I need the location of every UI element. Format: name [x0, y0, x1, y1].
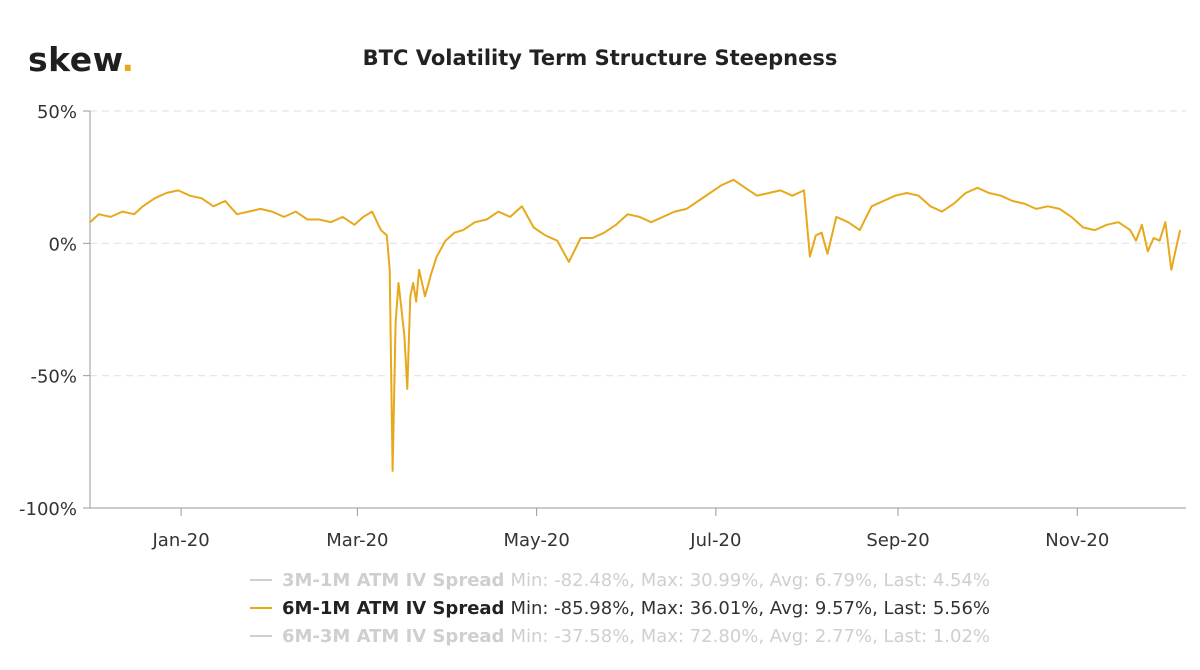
- legend-series-stats: Min: -37.58%, Max: 72.80%, Avg: 2.77%, L…: [510, 625, 991, 647]
- series-group: [89, 178, 1182, 472]
- x-tick-label: Nov-20: [1045, 530, 1109, 551]
- legend-item-6m-3m[interactable]: 6M-3M ATM IV Spread Min: -37.58%, Max: 7…: [0, 622, 1200, 650]
- series-line-6m-1m: [89, 178, 1182, 472]
- legend-swatch: [249, 579, 272, 581]
- y-axis: 50% 0% -50% -100%: [19, 102, 91, 520]
- legend-series-name: 6M-1M ATM IV Spread: [281, 597, 505, 619]
- x-tick-label: Jan-20: [152, 530, 210, 551]
- legend-swatch: [249, 635, 272, 637]
- legend: 3M-1M ATM IV Spread Min: -82.48%, Max: 3…: [0, 566, 1200, 650]
- x-tick-label: Sep-20: [866, 530, 929, 551]
- y-tick-label: 50%: [37, 102, 77, 123]
- x-axis: Jan-20 Mar-20 May-20 Jul-20 Sep-20 Nov-20: [90, 507, 1186, 551]
- x-tick-label: Jul-20: [689, 530, 741, 551]
- y-tick-label: 0%: [48, 234, 77, 255]
- x-tick-label: Mar-20: [326, 530, 388, 551]
- legend-series-name: 3M-1M ATM IV Spread: [281, 569, 505, 591]
- y-tick-label: -100%: [19, 499, 77, 520]
- legend-series-stats: Min: -82.48%, Max: 30.99%, Avg: 6.79%, L…: [510, 569, 991, 591]
- legend-item-3m-1m[interactable]: 3M-1M ATM IV Spread Min: -82.48%, Max: 3…: [0, 566, 1200, 594]
- grid-lines: [90, 110, 1186, 377]
- legend-series-name: 6M-3M ATM IV Spread: [281, 625, 505, 647]
- x-tick-label: May-20: [503, 530, 569, 551]
- chart-title: BTC Volatility Term Structure Steepness: [362, 46, 838, 70]
- legend-series-stats: Min: -85.98%, Max: 36.01%, Avg: 9.57%, L…: [510, 597, 991, 619]
- skew-logo: skew.: [28, 40, 135, 79]
- legend-swatch: [249, 607, 272, 609]
- y-tick-label: -50%: [30, 367, 77, 388]
- legend-item-6m-1m[interactable]: 6M-1M ATM IV Spread Min: -85.98%, Max: 3…: [0, 594, 1200, 622]
